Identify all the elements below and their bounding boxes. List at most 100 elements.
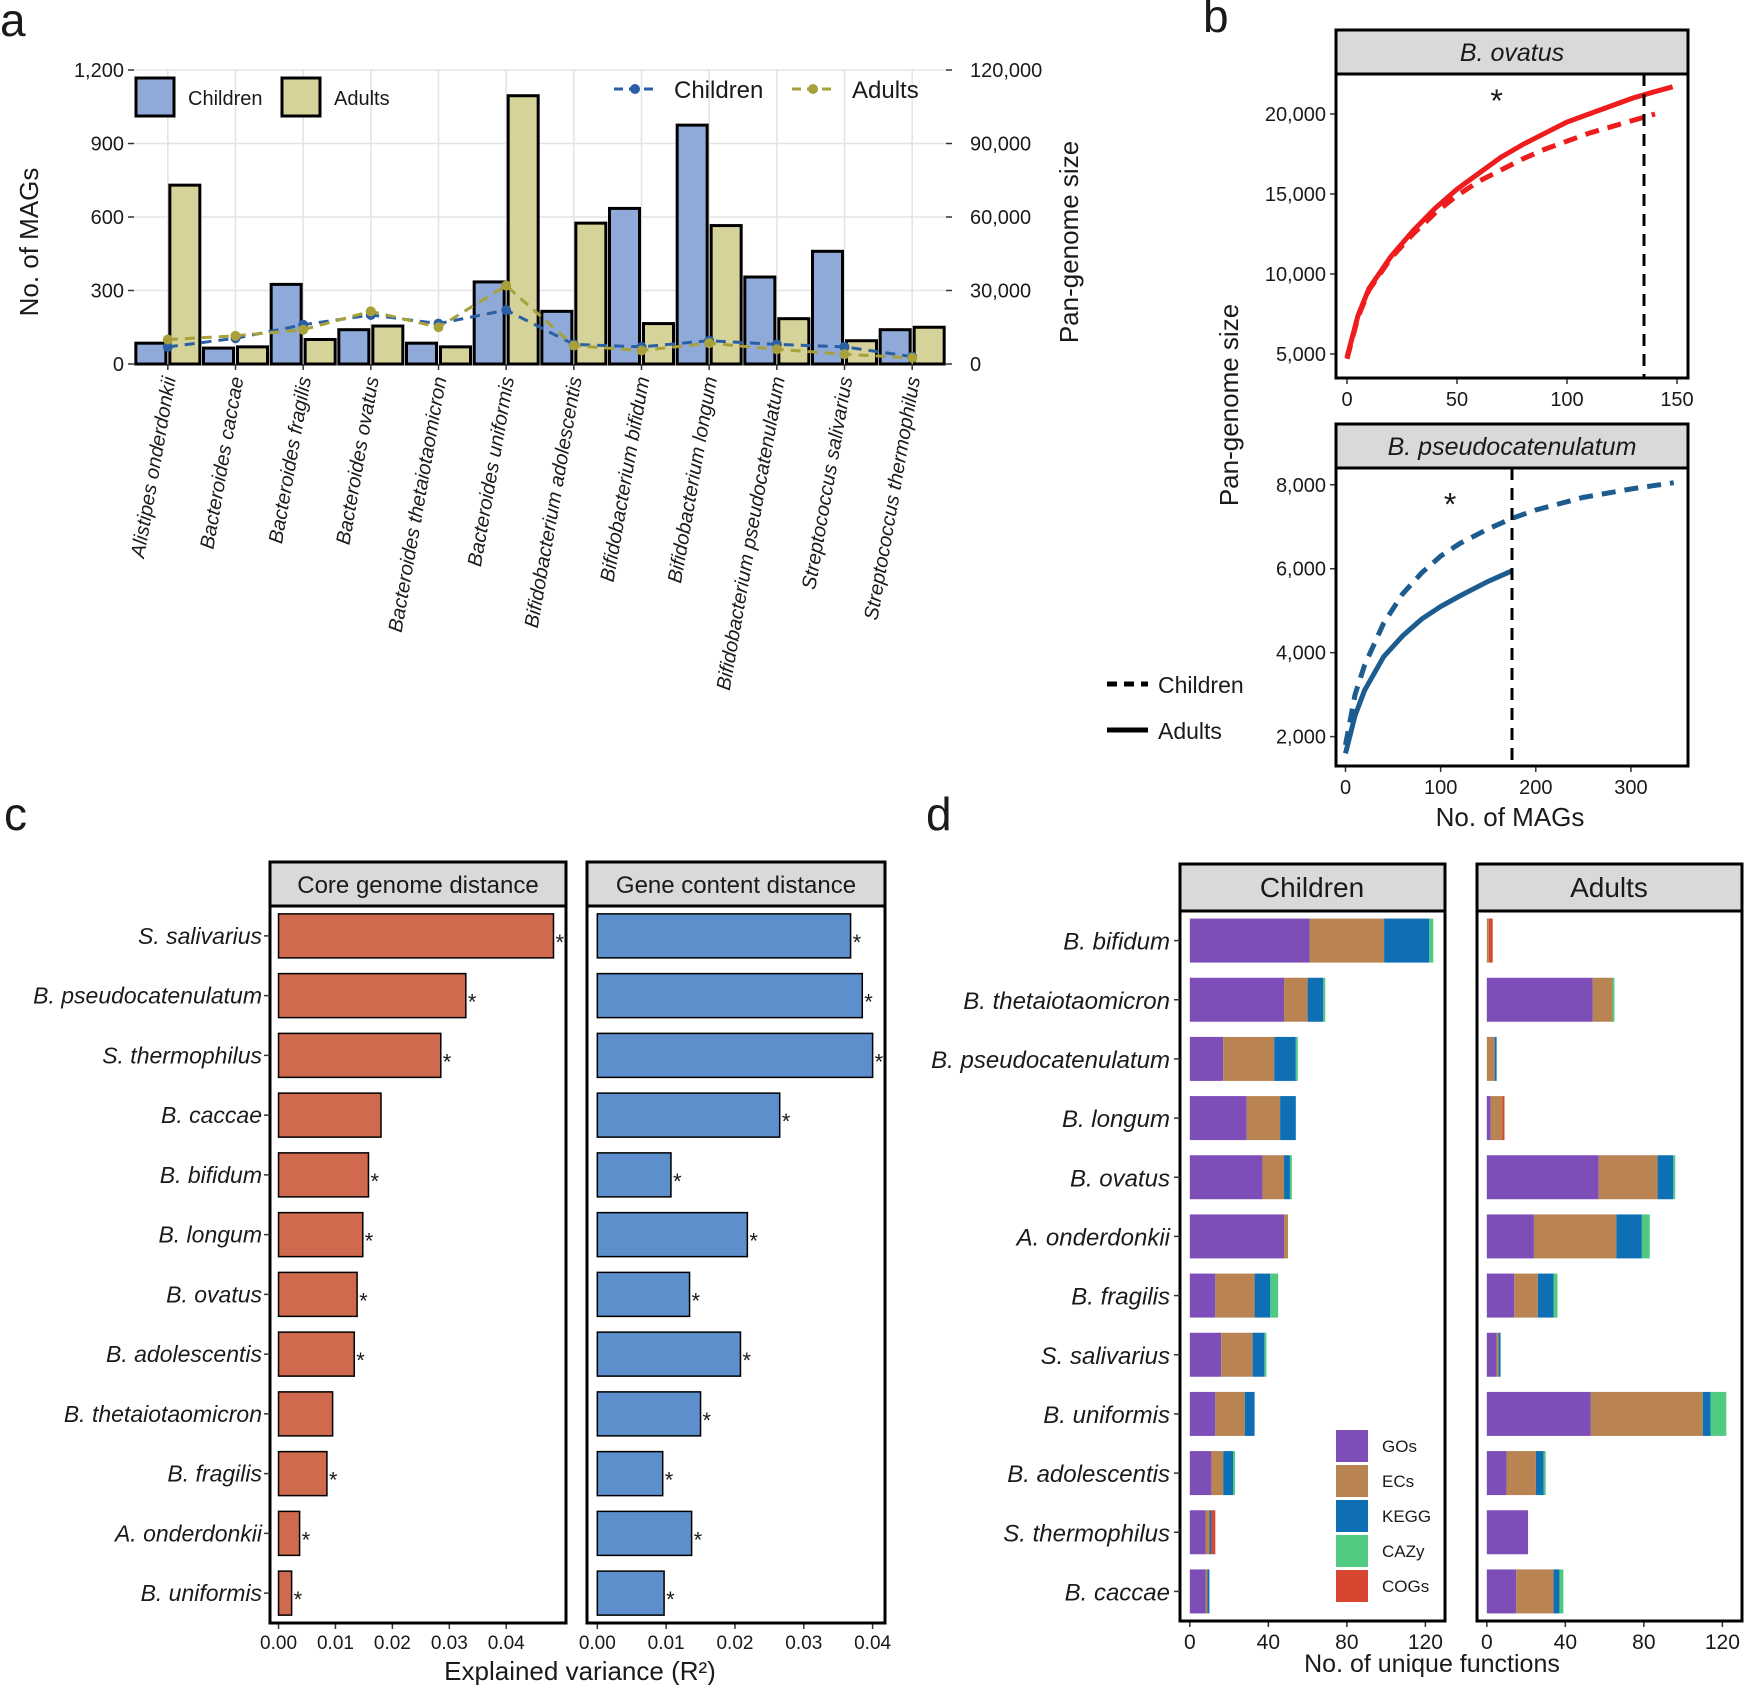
significance-star-gene-content-distance-b-fragilis: *: [665, 1468, 674, 1493]
bar-adults-b-uniformis-kegg: [1702, 1391, 1711, 1436]
bar-children-b-adolescentis-cazy: [1233, 1451, 1235, 1496]
panel-label-c: c: [4, 788, 27, 840]
x-tick-label-b-pseudocatenulatum-1: 100: [1424, 777, 1457, 799]
significance-star-gene-content-distance-b-thetaiotaomicron: *: [703, 1408, 712, 1433]
bar-core-genome-distance-s-salivarius: [277, 913, 555, 959]
curve-children-b-pseudocatenulatum: [1343, 480, 1675, 746]
significance-star-gene-content-distance-b-longum: *: [749, 1229, 758, 1254]
panel-d-category-labels: B. bifidum B. thetaiotaomicron B. pseudoca…: [931, 929, 1180, 1606]
y-tick-label-3: 900: [91, 134, 124, 156]
x-tick-label-streptococcus-thermophilus: Streptococcus thermophilus: [861, 375, 926, 622]
bar-adults-b-longum-cogs: [1502, 1096, 1505, 1141]
panel-b-legend: Children Adults: [1107, 672, 1244, 744]
legend-swatch-cogs: [1336, 1570, 1368, 1602]
curve-adults-b-ovatus: [1344, 84, 1674, 358]
panel-d-legend: GOs ECs KEGG CAZy COGs: [1336, 1430, 1431, 1602]
significance-star-core-genome-distance-b-ovatus: *: [359, 1288, 368, 1313]
bar-children-bifidobacterium-bifidum: [608, 206, 641, 366]
legend-label-cazy: CAZy: [1382, 1542, 1425, 1561]
category-label-b-longum: B. longum: [158, 1222, 262, 1248]
panel-d-plot-children: 0 40 80 120: [1184, 918, 1443, 1654]
panel-d-strip-title-adults: Adults: [1570, 872, 1648, 903]
bar-adults-b-ovatus-cazy: [1673, 1155, 1676, 1200]
category-label-s-thermophilus: S. thermophilus: [1003, 1520, 1170, 1547]
significance-star-core-genome-distance-b-uniformis: *: [294, 1587, 303, 1612]
bar-core-genome-distance-b-longum: [277, 1211, 364, 1258]
bar-children-bacteroides-fragilis: [269, 282, 303, 366]
significance-star-gene-content-distance-b-adolescentis: *: [742, 1348, 751, 1373]
bar-adults-bacteroides-caccae: [236, 345, 269, 366]
bar-children-b-thetaiotaomicron-ecs: [1284, 977, 1308, 1022]
bar-gene-content-distance-b-fragilis: [596, 1450, 664, 1497]
significance-star-gene-content-distance-b-caccae: *: [782, 1109, 791, 1134]
bar-core-genome-distance-s-thermophilus: [277, 1032, 442, 1079]
bar-children-b-longum-ecs: [1246, 1096, 1281, 1141]
panel-b-y-axis-title: Pan-genome size: [1214, 304, 1244, 506]
bar-children-a-onderdonkii-ecs: [1284, 1214, 1288, 1259]
panel-c-strip-gene: [585, 860, 887, 908]
bar-children-b-adolescentis-ecs: [1211, 1451, 1224, 1496]
bar-children-s-salivarius-gos: [1189, 1332, 1222, 1377]
y-tick-label-2: 600: [91, 207, 124, 229]
bar-adults-b-fragilis-ecs: [1514, 1273, 1538, 1318]
panel-a-line-legend: Children Adults: [614, 77, 919, 104]
significance-star-core-genome-distance-b-bifidum: *: [370, 1169, 379, 1194]
legend-label-ecs: ECs: [1382, 1472, 1414, 1491]
panel-c-strip-title-gene: Gene content distance: [616, 872, 856, 899]
bar-children-b-bifidum-cazy: [1429, 918, 1434, 963]
bar-adults-s-thermophilus-gos: [1486, 1510, 1529, 1555]
significance-star-core-genome-distance-b-fragilis: *: [329, 1468, 338, 1493]
bar-children-bacteroides-uniformis: [472, 280, 506, 366]
legend-swatch-gos: [1336, 1430, 1368, 1462]
bar-adults-bacteroides-fragilis: [303, 338, 337, 366]
bar-adults-b-adolescentis-kegg: [1535, 1451, 1544, 1496]
y-tick-label-b-ovatus-0: 5,000: [1276, 344, 1326, 366]
bar-adults-b-ovatus-gos: [1486, 1155, 1599, 1200]
x-tick-label-core-genome-distance-2: 0.02: [374, 1633, 411, 1654]
bar-adults-b-ovatus-ecs: [1598, 1155, 1658, 1200]
bar-gene-content-distance-s-thermophilus: [596, 1032, 874, 1079]
bar-children-b-fragilis-cazy: [1270, 1273, 1279, 1318]
x-tick-label-gene-content-distance-0: 0.00: [579, 1633, 616, 1654]
legend-swatch-cazy: [1336, 1535, 1368, 1567]
category-label-s-thermophilus: S. thermophilus: [102, 1042, 262, 1068]
bar-children-b-bifidum-ecs: [1309, 918, 1385, 963]
bar-adults-bifidobacterium-pseudocatenulatum: [777, 317, 811, 366]
bar-children-b-thetaiotaomicron-cazy: [1323, 977, 1326, 1022]
y2-tick-label-2: 60,000: [970, 207, 1031, 229]
significance-star-core-genome-distance-b-longum: *: [365, 1229, 374, 1254]
panel-c-category-labels: S. salivarius B. pseudocatenulatum S. ther…: [33, 923, 270, 1606]
panel-d-frame-children: [1178, 909, 1447, 1623]
y-tick-label-b-pseudocatenulatum-3: 8,000: [1276, 475, 1326, 497]
bar-core-genome-distance-b-ovatus: [277, 1271, 358, 1318]
bar-children-bacteroides-caccae: [202, 346, 235, 366]
point-adults-streptococcus-salivarius: [839, 349, 850, 360]
y-tick-label-0: 0: [113, 354, 124, 376]
legend-swatch-children-bar: [134, 76, 176, 118]
legend-dot-adults: [808, 84, 818, 94]
category-label-b-pseudocatenulatum: B. pseudocatenulatum: [931, 1047, 1170, 1074]
significance-star-gene-content-distance-a-onderdonkii: *: [694, 1527, 703, 1552]
point-adults-bacteroides-ovatus: [365, 306, 376, 317]
bar-children-b-ovatus-kegg: [1284, 1155, 1290, 1200]
panel-b-strip-ovatus: [1334, 28, 1690, 76]
x-tick-label-b-pseudocatenulatum-2: 200: [1519, 777, 1552, 799]
significance-star-core-genome-distance-b-adolescentis: *: [356, 1348, 365, 1373]
bar-adults-bacteroides-thetaiotaomicron: [439, 345, 472, 366]
bar-children-b-ovatus-cazy: [1289, 1155, 1292, 1200]
bar-adults-b-pseudocatenulatum-kegg: [1494, 1036, 1497, 1081]
category-label-b-fragilis: B. fragilis: [167, 1461, 262, 1487]
bar-children-a-onderdonkii-gos: [1189, 1214, 1285, 1259]
panel-c-strip-title-core: Core genome distance: [297, 872, 538, 899]
bar-core-genome-distance-b-uniformis: [277, 1570, 293, 1616]
y-tick-label-b-ovatus-2: 15,000: [1265, 184, 1326, 206]
point-adults-alistipes-onderdonkii: [162, 334, 173, 345]
bar-children-bacteroides-ovatus: [337, 328, 371, 366]
bar-adults-b-thetaiotaomicron-ecs: [1592, 977, 1613, 1022]
line-children: [167, 308, 913, 359]
bar-children-b-caccae-ecs: [1205, 1569, 1208, 1614]
bar-children-alistipes-onderdonkii: [134, 341, 168, 366]
bar-children-b-uniformis-ecs: [1215, 1391, 1245, 1436]
x-tick-label-adults-3: 120: [1705, 1631, 1740, 1654]
panel-c-frame-core: [268, 904, 568, 1625]
